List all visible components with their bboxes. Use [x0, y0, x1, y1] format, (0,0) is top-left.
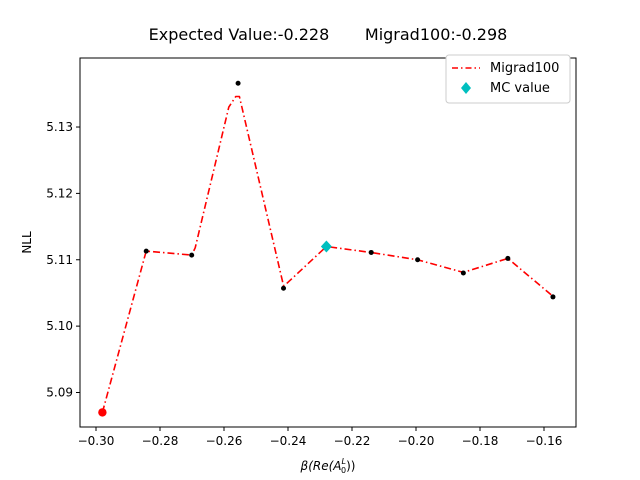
x-tick-label: −0.30 [78, 434, 115, 448]
y-axis-label: NLL [20, 231, 34, 254]
x-tick-label: −0.18 [462, 434, 499, 448]
x-tick-label: −0.16 [526, 434, 563, 448]
lines-layer [101, 95, 554, 413]
x-tick-label: −0.20 [398, 434, 435, 448]
legend-diamond-swatch [461, 82, 471, 94]
scan-point [460, 270, 466, 276]
chart-title: Expected Value:-0.228 Migrad100:-0.298 [149, 25, 508, 44]
scan-point [415, 257, 421, 263]
x-tick-label: −0.26 [206, 434, 243, 448]
x-axis-label-main: β(Re(A [300, 459, 342, 473]
y-tick-label: 5.09 [46, 385, 73, 399]
y-tick-label: 5.12 [46, 186, 73, 200]
x-tick-label: −0.22 [334, 434, 371, 448]
migrad100-line [101, 95, 554, 413]
legend: Migrad100 MC value [445, 54, 571, 104]
scan-point [505, 255, 511, 261]
x-tick-label: −0.28 [142, 434, 179, 448]
legend-frame [445, 54, 571, 104]
x-axis-label: β(Re(AL 0)) [300, 457, 356, 475]
x-axis-label-sup: L [342, 457, 346, 466]
legend-label-migrad100: Migrad100 [490, 61, 559, 76]
x-tick-label: −0.24 [270, 434, 307, 448]
y-tick-label: 5.10 [46, 319, 73, 333]
mc-value-marker [320, 240, 332, 253]
y-axis: 5.09 5.10 5.11 5.12 5.13 [46, 120, 80, 399]
plot-area [79, 57, 577, 428]
scan-point [550, 294, 556, 300]
x-axis-label-end: )) [346, 459, 355, 473]
x-axis-label-sub: 0 [341, 466, 346, 475]
scan-point [368, 249, 374, 255]
y-tick-label: 5.11 [46, 253, 73, 267]
scan-point [189, 252, 195, 258]
scan-point [281, 285, 287, 291]
y-tick-label: 5.13 [46, 120, 73, 134]
axes-frame [79, 57, 577, 428]
x-axis: −0.30 −0.28 −0.26 −0.24 −0.22 −0.20 −0.18 −0.16 [78, 427, 563, 448]
markers-layer [98, 80, 556, 417]
scan-point [143, 248, 149, 254]
scan-point [235, 80, 241, 86]
legend-label-mc-value: MC value [490, 81, 550, 96]
minimum-point-marker [98, 408, 107, 417]
